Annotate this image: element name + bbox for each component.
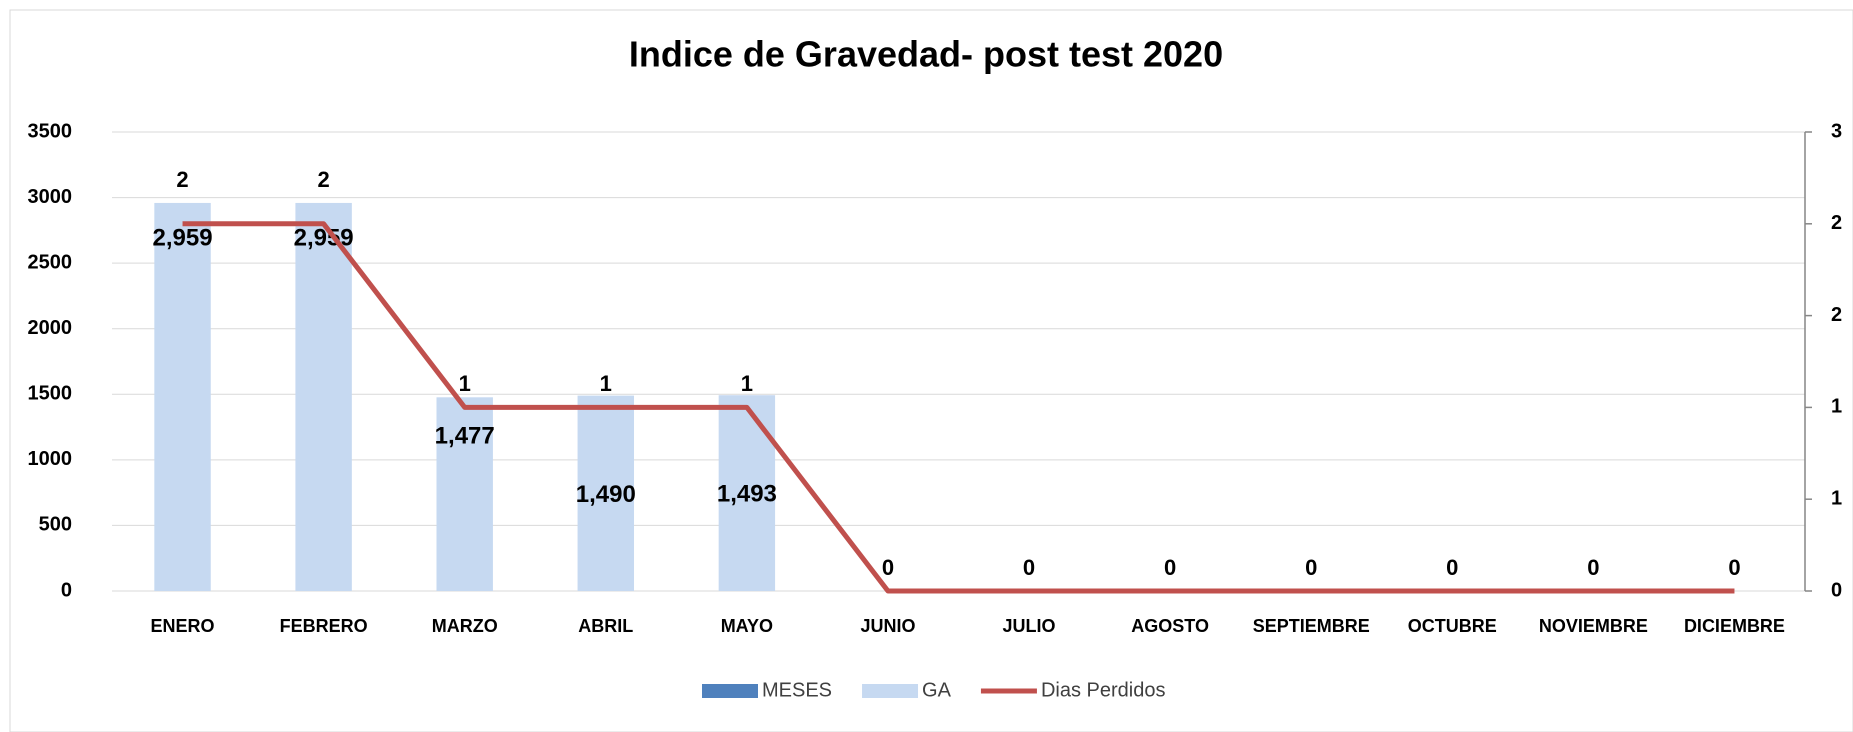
y2-tick-label: 1 [1831,396,1842,418]
legend-swatch [702,684,758,698]
bar [154,202,211,591]
y-tick-label: 2500 [28,251,73,273]
x-tick-label: NOVIEMBRE [1539,616,1648,636]
data-label: 1 [600,371,612,396]
y2-tick-label: 2 [1831,212,1842,234]
data-label: 0 [882,555,894,580]
x-tick-label: ABRIL [578,616,633,636]
y-tick-label: 500 [39,514,72,536]
data-label: 1,490 [576,481,636,508]
y2-tick-label: 1 [1831,487,1842,509]
y-tick-label: 1500 [28,383,73,405]
bar [436,397,493,591]
bar [295,202,352,591]
data-label: 0 [1728,555,1740,580]
x-tick-label: AGOSTO [1131,616,1209,636]
y-tick-label: 0 [61,579,72,601]
y2-tick-label: 2 [1831,304,1842,326]
bar [577,395,635,591]
x-tick-label: OCTUBRE [1408,616,1497,636]
data-label: 2,959 [153,224,213,251]
x-tick-label: JUNIO [860,616,915,636]
legend-label: GA [922,679,952,701]
y-tick-label: 1000 [28,448,73,470]
legend-label: Dias Perdidos [1041,679,1166,701]
data-label: 1 [459,371,471,396]
legend-label: MESES [762,679,832,701]
data-label: 0 [1023,555,1035,580]
data-label: 2 [176,167,188,192]
data-label: 2 [318,167,330,192]
x-tick-label: FEBRERO [280,616,368,636]
y-tick-label: 2000 [28,317,73,339]
y2-tick-label: 3 [1831,120,1842,142]
y-tick-label: 3500 [28,120,73,142]
data-label: 0 [1587,555,1599,580]
chart-title: Indice de Gravedad- post test 2020 [629,34,1223,75]
data-label: 0 [1164,555,1176,580]
x-tick-label: ENERO [151,616,215,636]
line [182,221,1735,594]
y2-tick-label: 0 [1831,579,1842,601]
data-label: 0 [1305,555,1317,580]
x-tick-label: JULIO [1003,616,1056,636]
data-label: 1,477 [435,423,495,450]
data-label: 1 [741,371,753,396]
x-tick-label: MAYO [721,616,773,636]
x-tick-label: MARZO [432,616,498,636]
y-tick-label: 3000 [28,186,73,208]
legend-swatch [862,684,919,698]
data-label: 1,493 [717,481,777,508]
x-tick-label: DICIEMBRE [1684,616,1785,636]
x-tick-label: SEPTIEMBRE [1253,616,1370,636]
data-label: 0 [1446,555,1458,580]
